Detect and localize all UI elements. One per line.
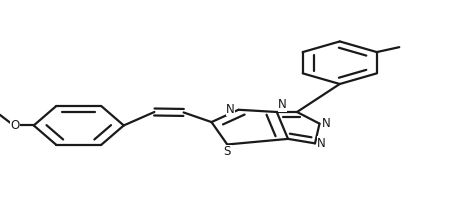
Text: N: N [317,137,326,150]
Text: N: N [226,103,235,116]
Text: N: N [322,117,330,130]
Text: O: O [10,119,19,132]
Text: N: N [278,98,287,111]
Text: S: S [224,145,231,158]
